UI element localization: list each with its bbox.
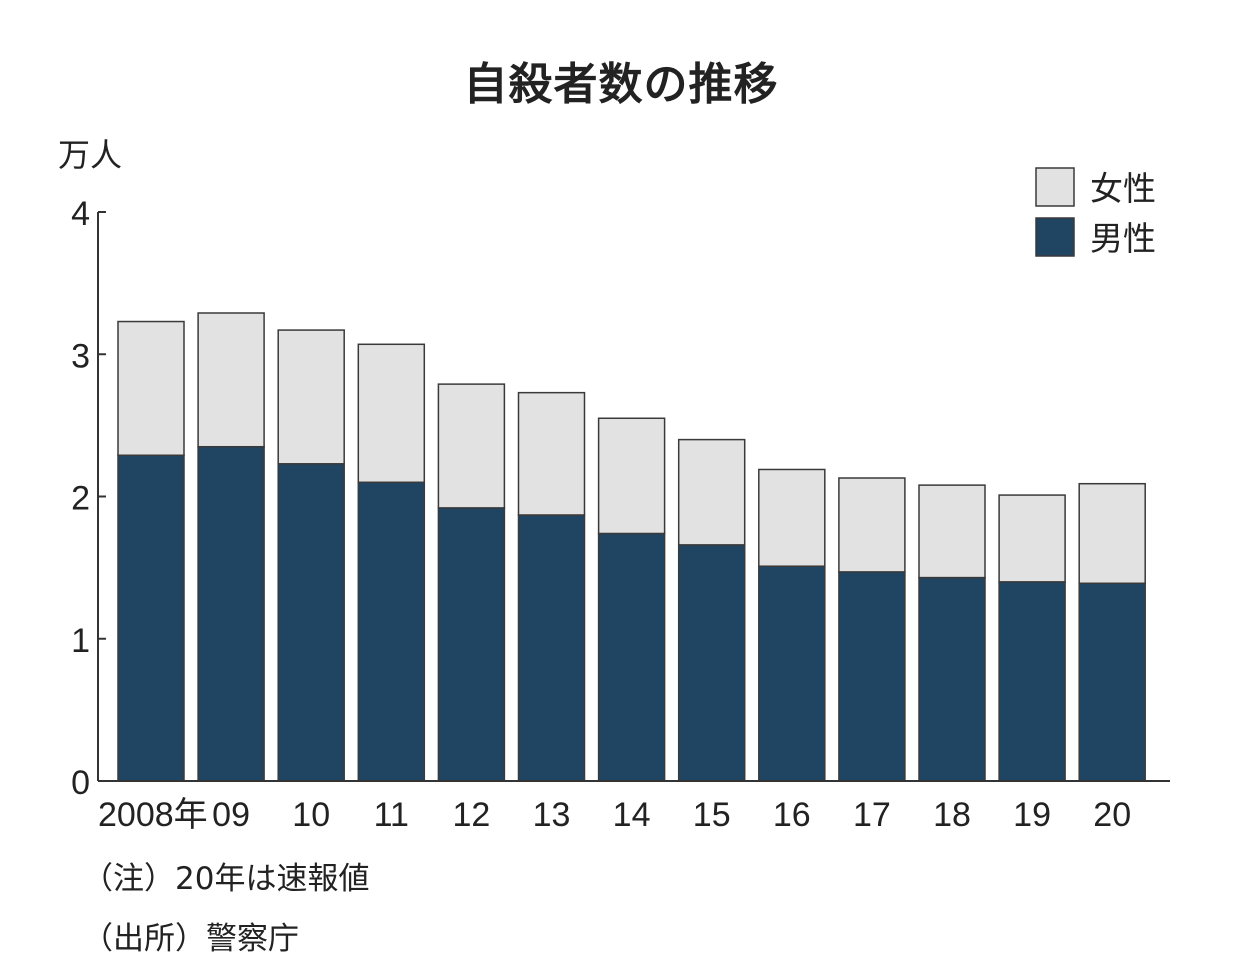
bar-male-1 xyxy=(197,445,265,782)
bar-female-7 xyxy=(677,438,746,546)
legend-swatch-1 xyxy=(1035,217,1075,257)
y-axis-unit-label: 万人 xyxy=(58,136,123,174)
bar-male-12 xyxy=(1078,582,1146,782)
y-ticks-group: 0 1 2 3 4 xyxy=(71,195,106,802)
bar-male-2 xyxy=(277,463,345,782)
source-text: （出所）警察庁 xyxy=(82,921,299,957)
y-tick-label-1: 1 xyxy=(71,622,90,660)
bar-female-8 xyxy=(758,468,826,567)
bar-male-8 xyxy=(758,565,826,782)
bar-male-10 xyxy=(918,576,986,782)
x-tick-label-9: 17 xyxy=(853,796,891,834)
bar-female-4 xyxy=(437,383,506,509)
x-tick-label-3: 11 xyxy=(374,796,409,834)
x-tick-label-0: 2008年 xyxy=(98,796,208,834)
note-text: （注）20年は速報値 xyxy=(82,861,370,897)
bar-male-11 xyxy=(998,581,1066,782)
bar-female-5 xyxy=(517,391,586,516)
x-tick-label-12: 20 xyxy=(1093,796,1131,834)
x-tick-label-7: 15 xyxy=(693,796,731,834)
x-tick-label-6: 14 xyxy=(613,796,651,834)
bar-male-3 xyxy=(357,481,426,782)
bar-female-2 xyxy=(277,329,345,465)
x-ticks-group: 2008年 09 10 11 12 13 14 15 16 17 18 19 20 xyxy=(98,796,1131,834)
x-tick-label-4: 12 xyxy=(452,796,490,834)
y-tick-label-3: 3 xyxy=(71,337,90,375)
bar-male-0 xyxy=(117,454,185,782)
bar-male-7 xyxy=(677,544,746,782)
bar-female-12 xyxy=(1078,482,1146,585)
bar-male-4 xyxy=(437,507,506,782)
y-tick-label-4: 4 xyxy=(71,195,90,233)
bar-female-0 xyxy=(117,320,185,456)
bar-female-1 xyxy=(197,312,265,448)
bar-female-10 xyxy=(918,484,986,579)
legend-swatch-0 xyxy=(1035,167,1075,207)
x-tick-label-5: 13 xyxy=(533,796,571,834)
legend-label-1: 男性 xyxy=(1090,219,1156,258)
legend-label-0: 女性 xyxy=(1090,169,1156,208)
x-tick-label-1: 09 xyxy=(212,796,250,834)
bar-female-9 xyxy=(838,477,906,573)
y-tick-label-0: 0 xyxy=(71,764,90,802)
bar-male-9 xyxy=(838,571,906,782)
bar-male-6 xyxy=(597,532,666,782)
x-tick-label-11: 19 xyxy=(1013,796,1051,834)
x-tick-label-8: 16 xyxy=(773,796,811,834)
y-tick-label-2: 2 xyxy=(71,480,90,518)
x-tick-label-10: 18 xyxy=(933,796,971,834)
bar-male-5 xyxy=(517,514,586,782)
chart-title: 自殺者数の推移 xyxy=(463,59,779,110)
bars-group xyxy=(117,312,1146,782)
bar-female-11 xyxy=(998,494,1066,583)
bar-female-3 xyxy=(357,343,426,484)
x-tick-label-2: 10 xyxy=(292,796,330,834)
bar-female-6 xyxy=(597,417,666,535)
